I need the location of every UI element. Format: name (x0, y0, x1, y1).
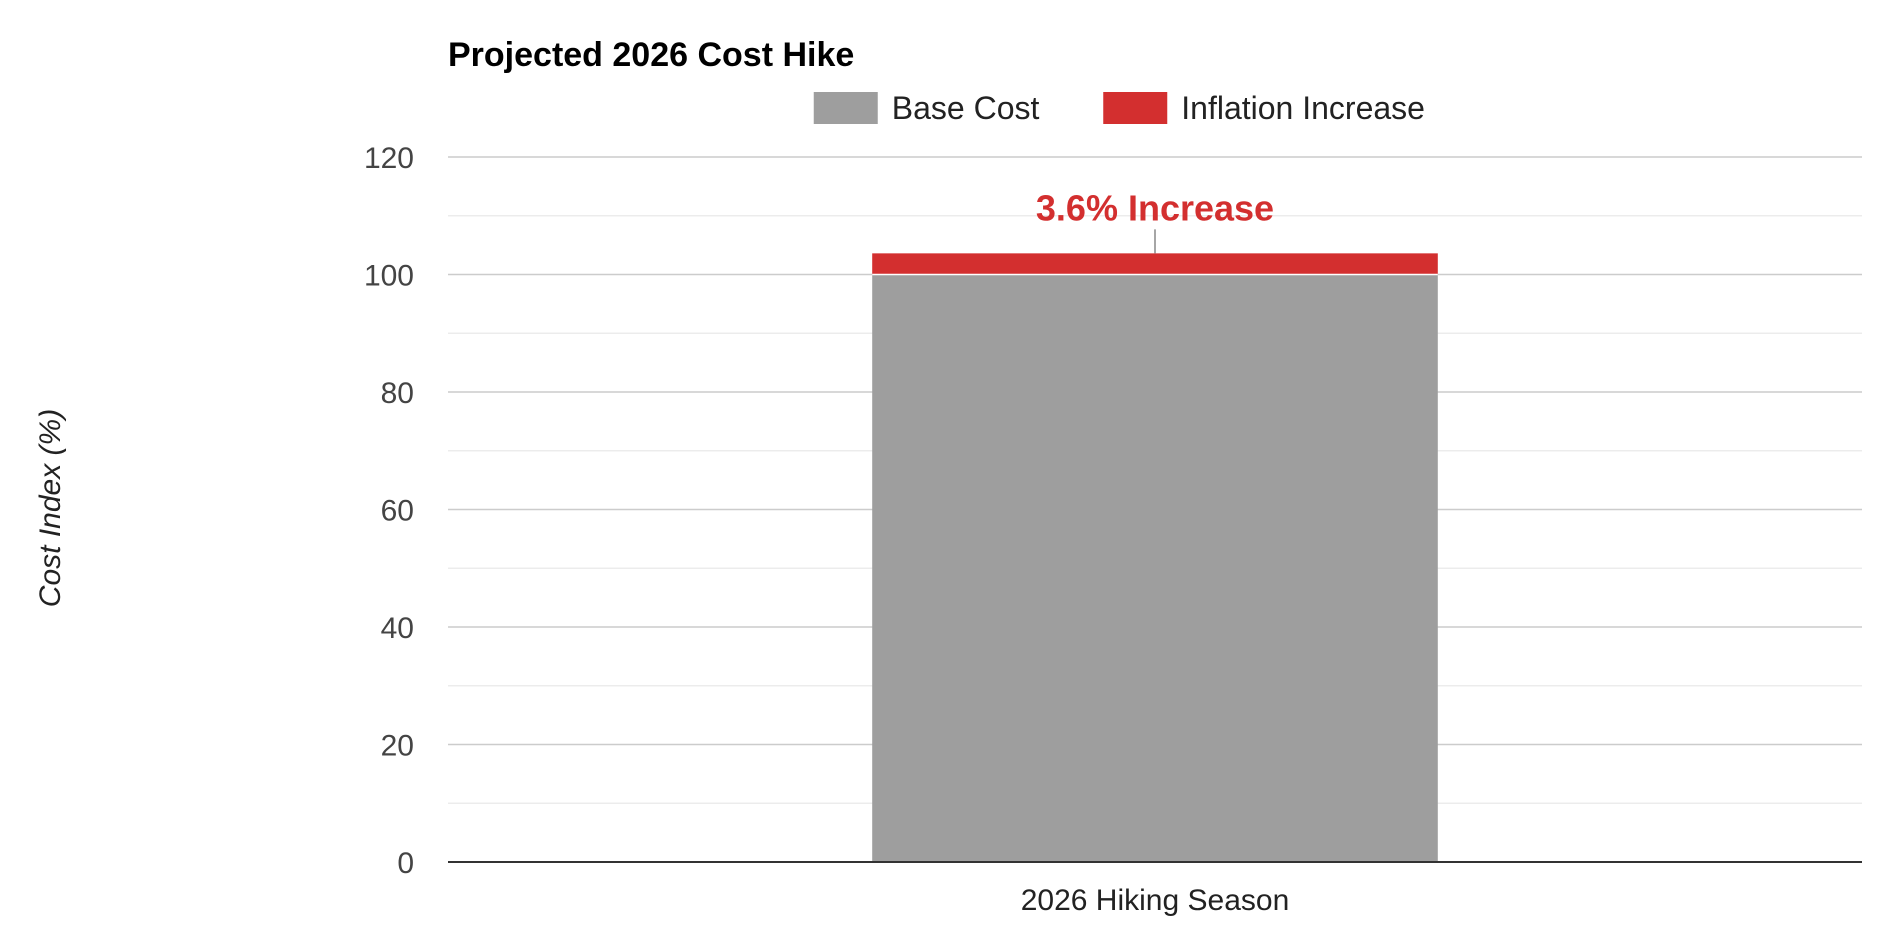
chart-title: Projected 2026 Cost Hike (448, 36, 854, 74)
x-tick-label: 2026 Hiking Season (1021, 884, 1290, 917)
axes: 0 20 40 60 80 100 120 2026 Hiking Season (364, 142, 1862, 917)
legend: Base Cost Inflation Increase (813, 90, 1425, 126)
annotations: 3.6% Increase (1036, 187, 1274, 254)
legend-label-base-cost: Base Cost (892, 90, 1040, 126)
bars (872, 253, 1438, 862)
y-tick-label: 40 (381, 612, 414, 645)
annotation-label: 3.6% Increase (1036, 187, 1274, 228)
legend-label-inflation-increase: Inflation Increase (1181, 90, 1425, 126)
legend-swatch-inflation-increase (1103, 92, 1168, 124)
y-tick-label: 60 (381, 495, 414, 528)
legend-swatch-base-cost (813, 92, 878, 124)
y-tick-label: 80 (381, 377, 414, 410)
y-axis-title: Cost Index (%) (34, 409, 67, 607)
y-tick-label: 0 (397, 847, 414, 880)
y-tick-label: 20 (381, 730, 414, 763)
bar-inflation-increase (872, 253, 1438, 275)
y-tick-label: 100 (364, 260, 414, 293)
bar-base-cost (872, 274, 1438, 862)
y-tick-label: 120 (364, 142, 414, 175)
